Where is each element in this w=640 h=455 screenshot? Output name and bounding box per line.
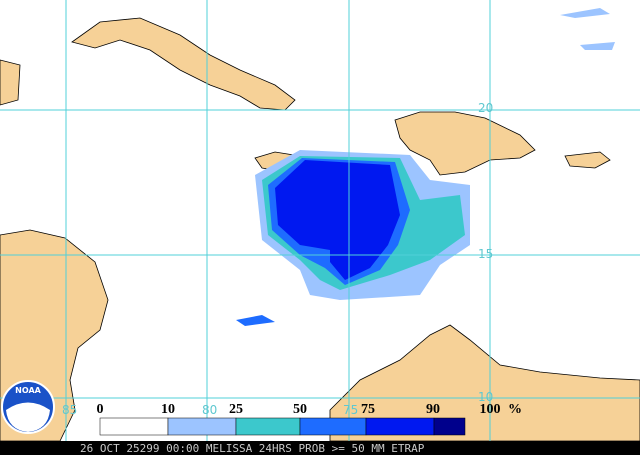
- legend-unit: %: [508, 402, 522, 417]
- longitude-label: 75: [343, 403, 358, 417]
- legend-label: 10: [161, 402, 175, 417]
- precip-spot: [560, 8, 615, 50]
- precip-spot: [236, 315, 275, 326]
- legend: 0 10 25 50 75 90 100%: [97, 402, 522, 436]
- legend-label: 75: [361, 402, 375, 417]
- legend-label: 90: [426, 402, 440, 417]
- precipitation: [236, 8, 615, 326]
- legend-swatch: [299, 417, 367, 436]
- longitude-label: 85: [62, 403, 77, 417]
- legend-label: 25: [229, 402, 243, 417]
- logo: NOAA: [1, 380, 55, 434]
- latitude-label: 20: [478, 101, 493, 115]
- legend-swatch: [167, 417, 237, 436]
- graticule: [0, 0, 640, 441]
- legend-swatch: [235, 417, 301, 436]
- legend-swatch: [99, 417, 169, 436]
- footer-bar: [0, 441, 640, 455]
- legend-swatch: [365, 417, 435, 436]
- latitude-label: 15: [478, 247, 493, 261]
- legend-label: 100: [480, 402, 501, 417]
- legend-label: 0: [97, 402, 104, 417]
- land: [0, 17, 640, 442]
- precip-75: [275, 160, 400, 280]
- footer-text: 26 OCT 25299 00:00 MELISSA 24HRS PROB >=…: [80, 442, 425, 455]
- logo-text: NOAA: [15, 386, 41, 395]
- logo-wave: [6, 402, 50, 432]
- legend-swatch: [433, 417, 466, 436]
- longitude-label: 80: [202, 403, 217, 417]
- legend-label: 50: [293, 402, 307, 417]
- latitude-label: 10: [478, 390, 493, 404]
